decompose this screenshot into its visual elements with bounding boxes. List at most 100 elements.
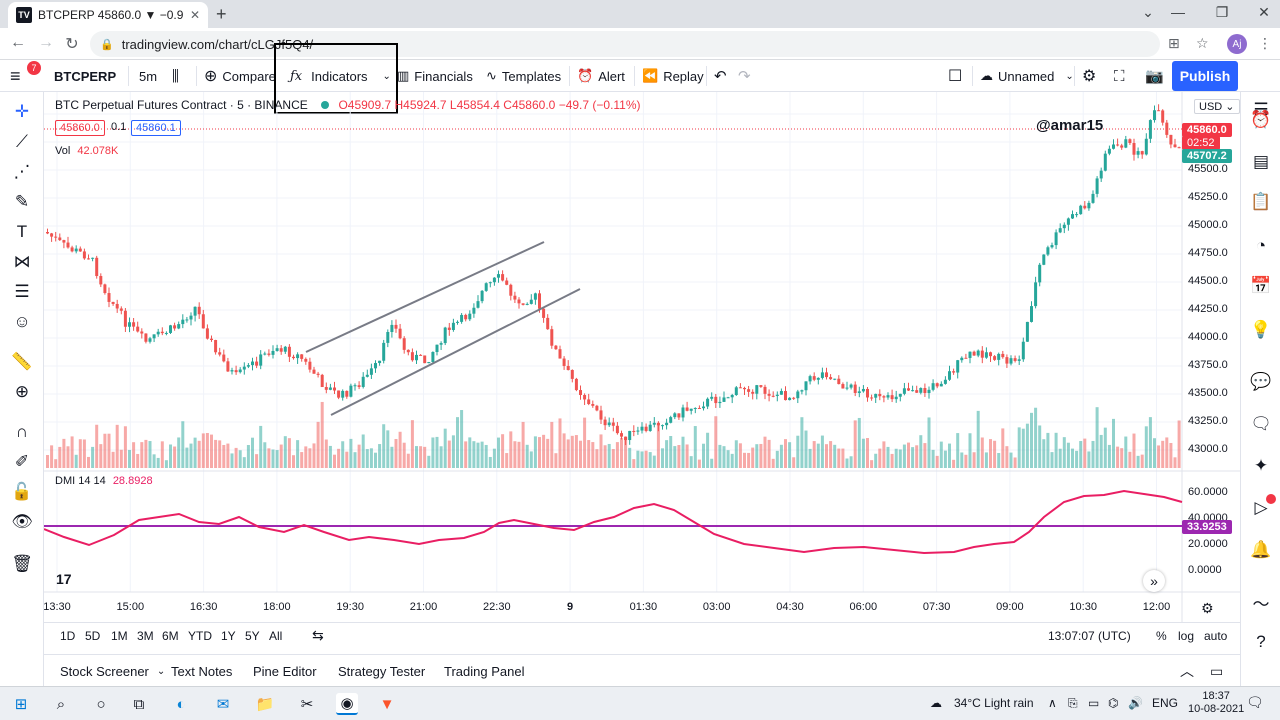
apps-icon[interactable]: ⊞ (1168, 35, 1180, 51)
range-button-5y[interactable]: 5Y (245, 629, 260, 643)
fullscreen-icon[interactable]: ⛶ (1114, 67, 1125, 85)
crosshair-icon[interactable]: ✛ (14, 102, 30, 121)
buy-price-box[interactable]: 45860.1 (131, 120, 181, 136)
range-button-3m[interactable]: 3M (137, 629, 154, 643)
battery-icon[interactable]: ▭ (1088, 696, 1100, 710)
snipping-tool-icon[interactable]: ✂ (300, 696, 314, 713)
tab-pine-editor[interactable]: Pine Editor (253, 663, 317, 679)
axis-settings-gear-icon[interactable]: ⚙ (1201, 600, 1214, 616)
camera-snapshot-icon[interactable]: 📷 (1145, 68, 1164, 85)
magnet-icon[interactable]: ∩ (15, 422, 29, 441)
new-tab-icon[interactable]: + (216, 4, 227, 24)
tab-trading-panel[interactable]: Trading Panel (444, 663, 525, 679)
taskbar-clock[interactable]: 18:37 10-08-2021 (1188, 690, 1244, 716)
tray-expand-icon[interactable]: ∧ (1048, 696, 1057, 710)
maximize-panel-icon[interactable]: ▭ (1210, 662, 1224, 679)
range-button-5d[interactable]: 5D (85, 629, 101, 643)
range-button-6m[interactable]: 6M (162, 629, 179, 643)
ideas-stream-icon[interactable]: ✦ (1253, 456, 1269, 475)
data-window-icon[interactable]: ▤ (1252, 152, 1270, 171)
percent-toggle[interactable]: % (1156, 629, 1167, 643)
log-toggle[interactable]: log (1178, 629, 1195, 643)
text-tool-icon[interactable]: T (16, 222, 28, 241)
network-icon[interactable]: ⌬ (1108, 696, 1119, 710)
edge-browser-icon[interactable]: ◐ (176, 695, 186, 713)
lock-icon[interactable]: 🔓 (11, 482, 33, 501)
news-icon[interactable]: 📋 (1250, 192, 1272, 211)
prediction-tool-icon[interactable]: ☰ (14, 282, 30, 301)
publish-button[interactable]: Publish (1172, 61, 1238, 91)
tradingview-logo-icon[interactable]: 17 (56, 571, 72, 587)
layout-select-icon[interactable]: ☐ (948, 68, 963, 85)
alerts-clock-icon[interactable]: ⏰ (1250, 110, 1272, 129)
brave-browser-icon[interactable]: ▼ (379, 695, 395, 713)
symbol-search-button[interactable]: BTCPERP (54, 68, 117, 84)
streams-play-icon[interactable]: ▷ (1254, 498, 1268, 517)
indicators-button[interactable]: ƒx Indicators ⌄ (290, 60, 391, 92)
chrome-icon[interactable]: ◉ (336, 693, 358, 715)
weather-text[interactable]: 34°C Light rain (954, 696, 1034, 710)
search-icon[interactable]: ⌕ (56, 695, 66, 713)
calendar-icon[interactable]: 📅 (1250, 276, 1272, 295)
file-explorer-icon[interactable]: 📁 (255, 696, 275, 713)
pulse-icon[interactable]: 〜 (1252, 594, 1270, 614)
help-icon[interactable]: ? (1256, 632, 1266, 651)
financials-button[interactable]: ▥ Financials (397, 60, 473, 92)
layout-name-button[interactable]: ☁ Unnamed ⌄ (980, 60, 1074, 92)
browser-tab[interactable]: TV BTCPERP 45860.0 ▼ −0.91% Unn ✕ (8, 2, 208, 28)
range-button-ytd[interactable]: YTD (188, 629, 212, 643)
price-chart[interactable] (44, 92, 1240, 622)
collapse-panel-icon[interactable]: ︿ (1180, 663, 1194, 679)
minimize-icon[interactable]: — (1171, 4, 1185, 20)
settings-gear-icon[interactable]: ⚙ (1082, 68, 1097, 85)
emoji-icon[interactable]: ☺ (13, 312, 31, 331)
currency-select[interactable]: USD ⌄ (1194, 99, 1240, 114)
tab-text-notes[interactable]: Text Notes (171, 663, 233, 679)
range-button-all[interactable]: All (269, 629, 283, 643)
eye-icon[interactable]: 👁 (11, 512, 33, 531)
windows-start-icon[interactable]: ⊞ (14, 696, 28, 713)
replay-button[interactable]: ⏪ Replay (642, 60, 704, 92)
fib-tool-icon[interactable]: ⋰ (13, 162, 31, 181)
redo-icon[interactable]: ↷ (738, 68, 751, 85)
pattern-tool-icon[interactable]: ⋈ (13, 252, 31, 271)
back-icon[interactable]: ← (10, 34, 26, 51)
lock-drawing-pencil-icon[interactable]: ✐ (14, 452, 30, 471)
chat-icon[interactable]: 💬 (1250, 372, 1272, 391)
close-window-icon[interactable]: ✕ (1258, 4, 1270, 20)
notifications-bell-icon[interactable]: 🔔 (1250, 540, 1272, 559)
goto-date-icon[interactable]: ⇆ (312, 627, 324, 643)
trend-line-icon[interactable]: ⟋ (16, 132, 28, 151)
sell-price-box[interactable]: 45860.0 (55, 120, 105, 136)
brush-icon[interactable]: ✎ (14, 192, 30, 211)
forward-icon[interactable]: → (38, 34, 54, 51)
ideas-bulb-icon[interactable]: 💡 (1250, 320, 1272, 339)
utc-clock[interactable]: 13:07:07 (UTC) (1048, 629, 1131, 643)
templates-button[interactable]: ∿ Templates (486, 60, 561, 92)
watchlist-icon[interactable]: ☰ (1253, 100, 1269, 119)
trash-icon[interactable]: 🗑 (11, 554, 33, 573)
alert-button[interactable]: ⏰ Alert (577, 60, 625, 92)
tab-stock-screener[interactable]: Stock Screener ⌄ (60, 655, 165, 687)
close-tab-icon[interactable]: ✕ (189, 8, 200, 22)
maximize-icon[interactable]: ❐ (1215, 4, 1229, 20)
undo-icon[interactable]: ↶ (714, 68, 727, 85)
mail-icon[interactable]: ✉ (216, 696, 230, 713)
task-view-icon[interactable]: ⧉ (133, 695, 145, 713)
volume-icon[interactable]: 🔊 (1128, 696, 1143, 710)
interval-button[interactable]: 5m (139, 68, 158, 84)
profile-avatar[interactable]: Aj (1227, 34, 1247, 54)
range-button-1y[interactable]: 1Y (221, 629, 236, 643)
hotlist-icon[interactable]: ◔ (1255, 236, 1267, 255)
reload-icon[interactable]: ↻ (65, 36, 79, 53)
url-field[interactable]: 🔒 tradingview.com/chart/cLGJf5Q4/ (90, 31, 1160, 57)
scroll-to-realtime-button[interactable]: » (1143, 570, 1165, 592)
range-button-1m[interactable]: 1M (111, 629, 128, 643)
bookmark-star-icon[interactable]: ☆ (1196, 35, 1209, 51)
zoom-in-icon[interactable]: ⊕ (14, 382, 30, 401)
browser-menu-icon[interactable]: ⋮ (1258, 35, 1272, 51)
weather-icon[interactable]: ☁ (930, 696, 942, 710)
ruler-icon[interactable]: 📏 (11, 352, 33, 371)
compare-button[interactable]: ⊕ Compare (204, 60, 276, 92)
tab-strategy-tester[interactable]: Strategy Tester (338, 663, 426, 679)
